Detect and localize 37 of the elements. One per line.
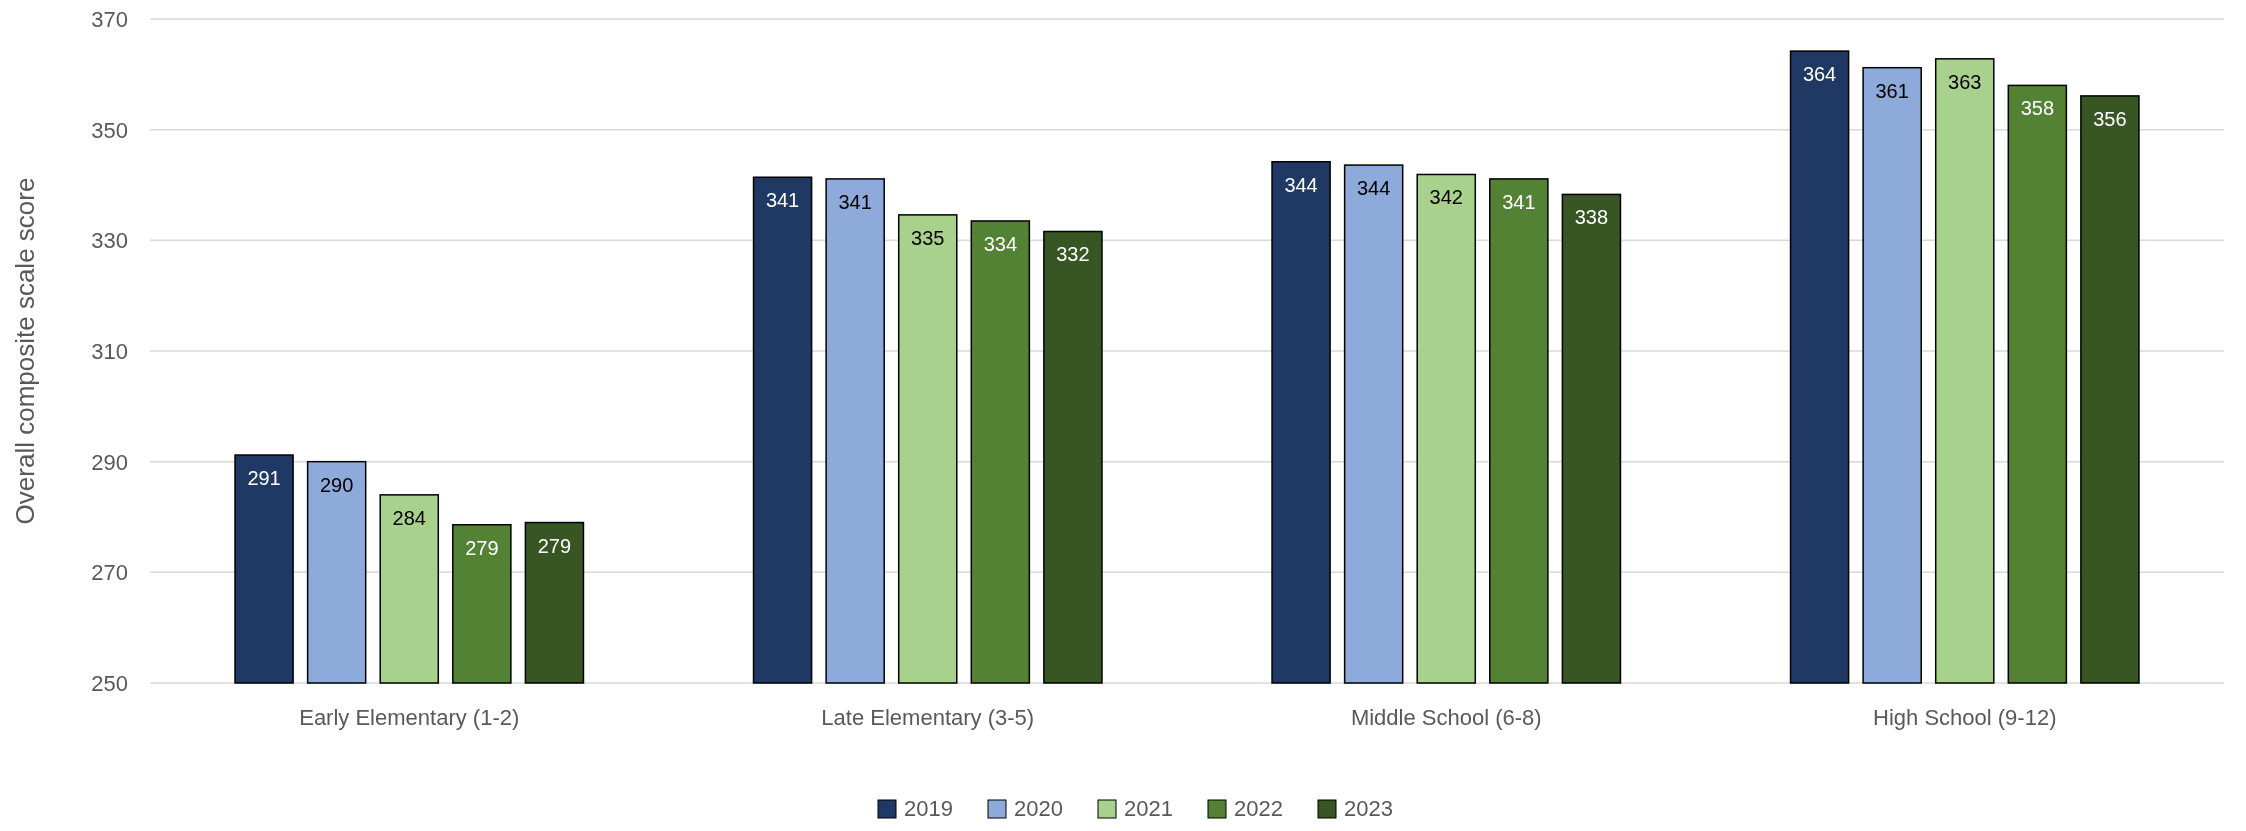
y-tick-label: 290 [91, 449, 128, 475]
y-tick-label: 330 [91, 228, 128, 254]
data-label: 332 [1056, 243, 1090, 266]
y-tick-label: 250 [91, 671, 128, 696]
data-label: 284 [392, 506, 426, 529]
y-tick-label: 310 [91, 339, 128, 364]
data-label: 341 [765, 189, 800, 212]
data-label: 356 [2093, 107, 2127, 130]
data-label: 279 [537, 534, 572, 557]
data-label: 341 [1502, 190, 1536, 213]
x-tick-label: High School (9-12) [1873, 705, 2057, 730]
y-tick-label: 370 [91, 7, 128, 32]
x-tick-label: Early Elementary (1-2) [299, 705, 520, 730]
data-label: 290 [319, 473, 354, 496]
data-label: 344 [1284, 173, 1318, 196]
data-label: 341 [838, 190, 872, 213]
legend-label: 2021 [1124, 796, 1173, 821]
data-label: 342 [1429, 186, 1463, 209]
y-axis-title: Overall composite scale score [10, 177, 40, 525]
x-tick-label: Middle School (6-8) [1350, 705, 1542, 730]
y-tick-label: 350 [91, 117, 128, 143]
y-tick-label: 270 [91, 560, 128, 586]
data-label: 334 [983, 232, 1018, 255]
data-label: 358 [2020, 97, 2055, 120]
legend-label: 2022 [1234, 796, 1283, 821]
data-label: 279 [465, 536, 499, 559]
data-label: 361 [1875, 79, 1909, 102]
data-label: 344 [1356, 177, 1391, 200]
data-label: 363 [1948, 70, 1982, 93]
legend-label: 2023 [1344, 796, 1393, 821]
legend-label: 2020 [1014, 796, 1063, 821]
x-tick-label: Late Elementary (3-5) [821, 705, 1035, 730]
legend-label: 2019 [904, 796, 953, 821]
data-label: 338 [1574, 206, 1609, 229]
data-label: 291 [247, 467, 281, 490]
data-label: 335 [911, 226, 945, 249]
data-label: 364 [1802, 63, 1837, 86]
